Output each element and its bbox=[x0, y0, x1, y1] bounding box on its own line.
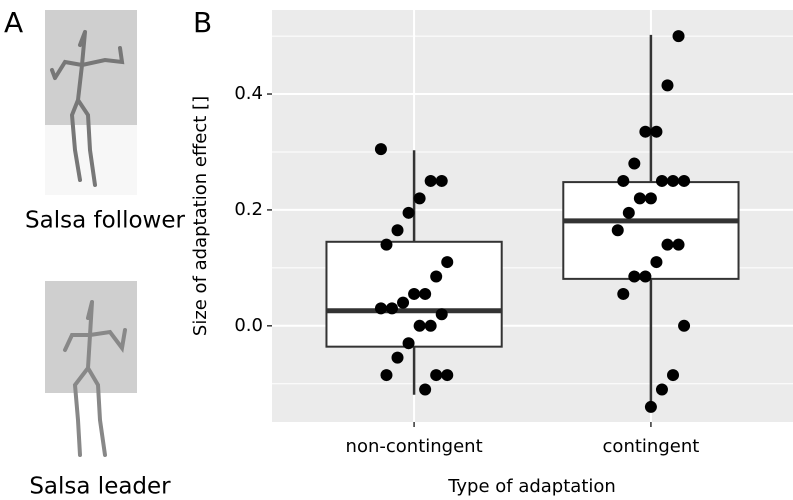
point bbox=[667, 369, 680, 382]
point bbox=[655, 174, 668, 187]
point bbox=[633, 192, 646, 205]
x-tick-label: contingent bbox=[603, 436, 700, 457]
panel-label: B bbox=[193, 6, 212, 39]
point bbox=[385, 302, 398, 315]
point bbox=[413, 319, 426, 332]
point bbox=[672, 30, 685, 43]
point bbox=[419, 287, 432, 300]
point bbox=[667, 174, 680, 187]
point bbox=[650, 125, 663, 138]
point bbox=[402, 337, 415, 350]
figure-label: Salsa follower bbox=[25, 208, 185, 234]
x-axis-title: Type of adaptation bbox=[447, 476, 616, 497]
point bbox=[408, 287, 421, 300]
point bbox=[672, 238, 685, 251]
panel-a: A Salsa follower Salsa leader bbox=[4, 6, 185, 500]
point bbox=[374, 143, 387, 156]
point bbox=[639, 270, 652, 283]
point bbox=[441, 369, 454, 382]
point bbox=[380, 238, 393, 251]
point bbox=[678, 319, 691, 332]
point bbox=[435, 308, 448, 321]
point bbox=[413, 192, 426, 205]
point bbox=[441, 256, 454, 269]
point bbox=[622, 206, 635, 219]
point bbox=[661, 79, 674, 92]
point bbox=[650, 256, 663, 269]
point bbox=[435, 174, 448, 187]
stick-figure bbox=[50, 30, 125, 187]
stick-figure bbox=[63, 300, 127, 457]
point bbox=[617, 174, 630, 187]
figure-label: Salsa leader bbox=[29, 474, 171, 500]
point bbox=[611, 224, 624, 237]
point bbox=[628, 157, 641, 170]
point bbox=[391, 224, 404, 237]
point bbox=[655, 383, 668, 396]
point bbox=[424, 174, 437, 187]
point bbox=[374, 302, 387, 315]
y-tick-label: 0.2 bbox=[234, 199, 263, 220]
point bbox=[628, 270, 641, 283]
point bbox=[430, 369, 443, 382]
point bbox=[402, 206, 415, 219]
figure-background bbox=[45, 10, 137, 125]
point bbox=[380, 369, 393, 382]
point bbox=[661, 238, 674, 251]
point bbox=[678, 174, 691, 187]
point bbox=[397, 296, 410, 309]
point bbox=[644, 400, 657, 413]
y-axis-title: Size of adaptation effect [] bbox=[190, 96, 211, 336]
point bbox=[639, 125, 652, 138]
point bbox=[644, 192, 657, 205]
x-tick-label: non-contingent bbox=[346, 436, 483, 457]
point bbox=[419, 383, 432, 396]
point bbox=[391, 351, 404, 364]
y-tick-label: 0.4 bbox=[234, 83, 263, 104]
panel-label: A bbox=[4, 6, 23, 39]
point bbox=[430, 270, 443, 283]
point bbox=[617, 287, 630, 300]
point bbox=[424, 319, 437, 332]
y-tick-label: 0.0 bbox=[234, 315, 263, 336]
